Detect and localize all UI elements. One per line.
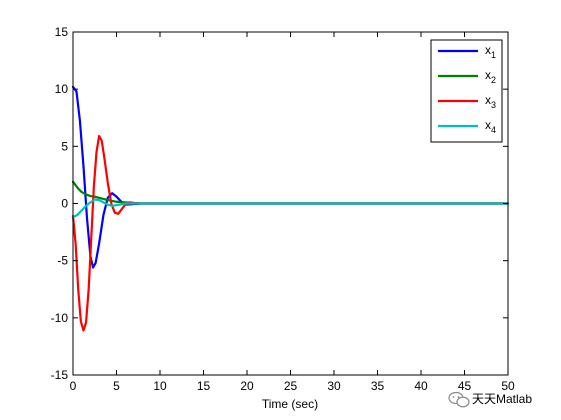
y-tick-label: -10 [51,311,69,325]
x-tick-label: 50 [501,379,515,393]
series-line-x4 [71,198,510,219]
legend: x1 x2 x3 x4 [430,39,503,143]
legend-items: x1 x2 x3 x4 [438,43,496,135]
x-tick-label: 15 [197,379,211,393]
legend-label-x2: x2 [485,68,496,85]
x-tick-label: 5 [113,379,120,393]
y-tick-label: -15 [51,368,69,382]
x-tick-label: 0 [70,379,77,393]
legend-label-x1: x1 [485,43,496,60]
wechat-icon [448,391,470,408]
x-tick-label: 20 [240,379,254,393]
x-tick-label: 45 [458,379,472,393]
x-tick-label: 30 [327,379,341,393]
y-tick-label: -5 [57,254,68,268]
watermark: 天天Matlab [448,391,532,408]
x-tick-label: 25 [284,379,298,393]
y-tick-label: 15 [55,25,69,39]
legend-label-x4: x4 [485,118,496,135]
y-tick-label: 10 [55,82,69,96]
ticks-layer [72,31,509,376]
series-layer [71,85,510,332]
x-axis-label: Time (sec) [262,397,318,411]
x-tick-label: 35 [371,379,385,393]
x-tick-label: 40 [414,379,428,393]
x-tick-label: 10 [153,379,167,393]
y-tick-label: 0 [61,197,68,211]
tick-labels-layer: 0 5 10 15 20 25 30 35 40 45 50 -15 -10 -5 0 5 10 15 [51,25,515,393]
watermark-text: 天天Matlab [472,392,532,406]
legend-label-x3: x3 [485,93,496,110]
y-tick-label: 5 [61,139,68,153]
